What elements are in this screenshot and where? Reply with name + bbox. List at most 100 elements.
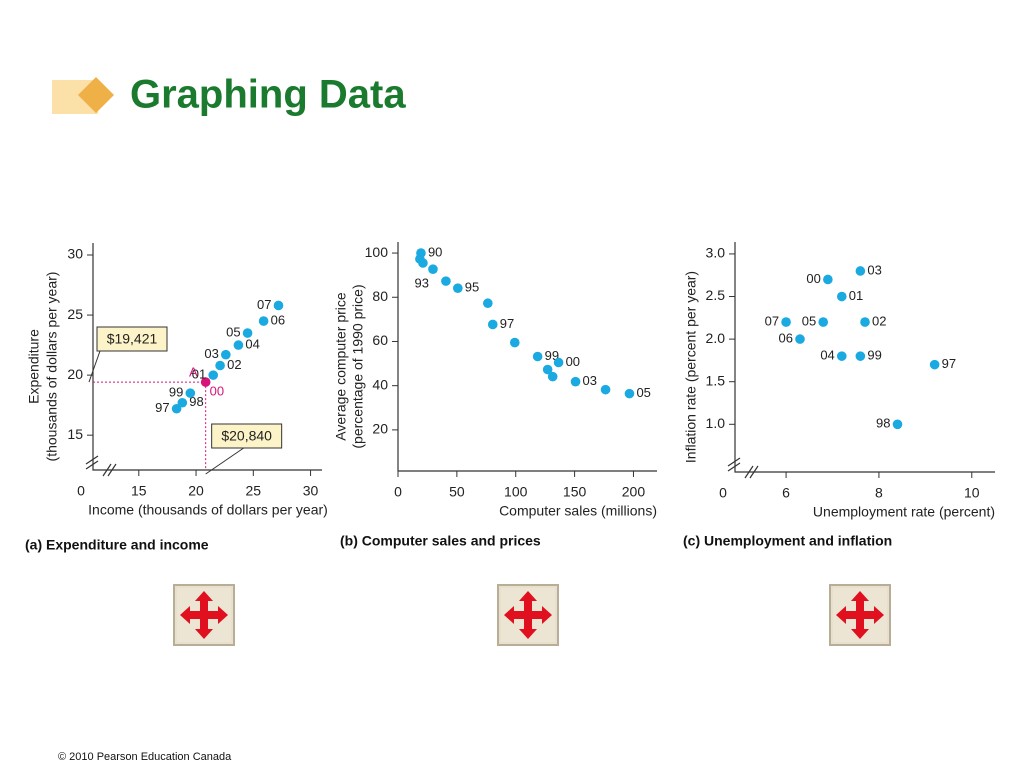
y-tick-label: 40 (372, 376, 388, 392)
data-point (441, 276, 451, 286)
point-label: A (189, 365, 198, 380)
point-label: 05 (226, 325, 240, 340)
y-tick-label: 30 (67, 246, 83, 262)
footer: © 2010 Pearson Education Canada (58, 751, 232, 763)
data-point (483, 298, 493, 309)
data-point (200, 377, 211, 387)
y-tick-label: 20 (372, 421, 388, 437)
chart: 15 20 25 30 0 15 20 25 30 Income (thousands of do… (25, 243, 328, 553)
point-label: 07 (765, 314, 779, 329)
axis-break (85, 455, 99, 470)
data-point (487, 319, 498, 330)
point-label: 97 (500, 316, 514, 331)
point-label: 00 (210, 384, 224, 399)
leader-line (88, 350, 101, 383)
y-axis-label: Inflation rate (percent per year) (683, 271, 699, 463)
x-tick-label: 6 (782, 485, 790, 501)
data-point (823, 274, 833, 285)
data-point (836, 291, 847, 302)
data-point (855, 351, 866, 361)
x-axis-label: Unemployment rate (percent) (813, 504, 995, 520)
data-point (818, 317, 829, 327)
point-label: 03 (204, 346, 218, 361)
x-axis-label: Computer sales (millions) (499, 503, 657, 519)
y-tick-label: 100 (365, 244, 389, 260)
slide-title: Graphing Data (130, 73, 406, 117)
y-tick-label: 2.5 (706, 287, 726, 303)
chart-caption: (c) Unemployment and inflation (683, 533, 892, 549)
axes (92, 243, 322, 471)
data-point (453, 283, 463, 293)
title-icon-diamond (78, 77, 114, 113)
data-point (929, 359, 940, 370)
y-axis-label: (percentage of 1990 price) (350, 284, 366, 448)
point-label: 01 (849, 288, 863, 303)
data-point (258, 316, 269, 326)
data-point (532, 351, 543, 362)
x-axis-label: Income (thousands of dollars per year) (88, 502, 328, 518)
y-tick-label: 60 (372, 332, 388, 348)
y-tick-label: 3.0 (706, 245, 726, 261)
x-tick-label: 0 (719, 485, 727, 501)
point-label: 07 (257, 297, 271, 312)
point-label: 97 (155, 400, 169, 415)
point-label: 99 (169, 385, 183, 400)
data-point (542, 364, 553, 375)
annotation-box (211, 423, 283, 449)
data-point (177, 397, 188, 408)
point-label: 99 (867, 348, 881, 363)
point-label: 98 (189, 394, 203, 409)
x-tick-label: 100 (504, 484, 528, 500)
x-tick-label: 50 (449, 484, 465, 500)
point-label: 97 (942, 356, 956, 371)
annotation-text: $19,421 (107, 331, 158, 347)
point-label: 05 (802, 314, 816, 329)
point-label: 06 (779, 331, 793, 346)
data-point (428, 264, 438, 274)
chart-caption: (a) Expenditure and income (25, 537, 209, 553)
axis-break (744, 465, 759, 479)
point-label: 93 (414, 276, 428, 291)
point-label: 95 (465, 280, 479, 295)
point-label: 00 (566, 354, 580, 369)
x-tick-label: 200 (622, 484, 646, 500)
data-point (836, 351, 847, 361)
move-button[interactable] (173, 584, 235, 646)
data-point (221, 349, 231, 360)
move-button[interactable] (829, 584, 891, 646)
point-label: 04 (820, 348, 834, 363)
y-tick-label: 25 (67, 306, 83, 322)
point-label: 01 (192, 367, 206, 382)
axes (397, 242, 657, 472)
axis-break (727, 457, 741, 472)
annotation-text: $20,840 (221, 428, 272, 444)
x-tick-label: 25 (246, 483, 262, 499)
charts: 15 20 25 30 0 15 20 25 30 Income (thousands of do… (25, 242, 995, 553)
y-axis-label: Expenditure (26, 329, 42, 404)
y-tick-label: 1.5 (706, 372, 726, 388)
point-label: 98 (876, 416, 890, 431)
y-axis-label: Average computer price (333, 292, 349, 441)
data-point (509, 337, 520, 348)
move-button[interactable] (497, 584, 559, 646)
y-tick-label: 80 (372, 288, 388, 304)
point-label: 03 (867, 262, 881, 277)
data-point (418, 258, 428, 268)
data-point (855, 266, 866, 276)
point-label: 04 (245, 337, 259, 352)
x-tick-label: 30 (303, 483, 319, 499)
axes (734, 242, 995, 473)
x-tick-label: 10 (964, 485, 980, 501)
x-tick-label: 0 (77, 483, 85, 499)
point-label: 02 (227, 357, 241, 372)
point-label: 90 (428, 244, 442, 259)
data-point (171, 403, 182, 414)
data-point (547, 371, 558, 382)
data-point (242, 328, 253, 338)
y-tick-label: 2.0 (706, 330, 726, 346)
data-point (208, 370, 219, 380)
x-tick-label: 8 (875, 485, 883, 501)
